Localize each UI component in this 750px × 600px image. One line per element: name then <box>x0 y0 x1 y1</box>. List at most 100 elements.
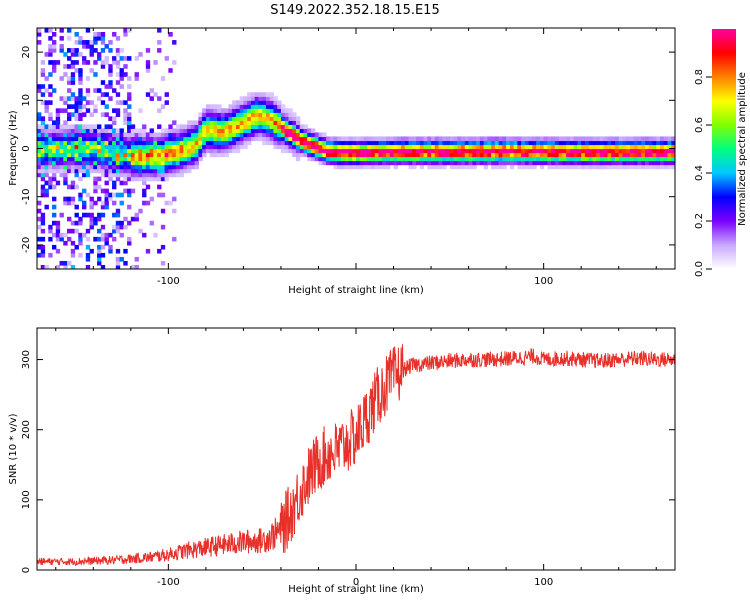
heatmap-cell <box>322 156 327 162</box>
heatmap-cell <box>123 176 128 182</box>
heatmap-cell <box>472 144 477 150</box>
heatmap-cell <box>280 104 286 109</box>
heatmap-cell <box>656 160 661 166</box>
heatmap-cell <box>389 140 395 146</box>
heatmap-cell <box>59 140 64 146</box>
heatmap-cell <box>175 148 181 154</box>
heatmap-cell <box>340 156 346 162</box>
heatmap-cell <box>97 136 102 142</box>
heatmap-cell <box>551 144 556 150</box>
heatmap-cell <box>138 164 143 170</box>
heatmap-cell <box>265 124 271 130</box>
heatmap-cell <box>70 48 76 53</box>
heatmap-cell <box>273 140 278 146</box>
heatmap-cell <box>322 144 327 150</box>
spectrogram-xlabel: Height of straight line (km) <box>288 285 424 296</box>
heatmap-cell <box>112 228 117 234</box>
heatmap-cell <box>641 164 646 170</box>
heatmap-cell <box>37 116 42 121</box>
heatmap-cell <box>119 168 124 174</box>
heatmap-cell <box>393 160 398 166</box>
heatmap-cell <box>209 108 214 113</box>
heatmap-cell <box>194 164 199 170</box>
heatmap-cell <box>228 136 233 142</box>
heatmap-cell <box>254 92 260 97</box>
heatmap-cell <box>63 148 68 154</box>
heatmap-cell <box>115 148 121 154</box>
heatmap-cell <box>202 148 207 154</box>
heatmap-cell <box>63 232 68 238</box>
heatmap-cell <box>40 84 46 89</box>
heatmap-cell <box>367 152 372 158</box>
heatmap-cell <box>205 132 211 138</box>
heatmap-cell <box>82 204 87 210</box>
heatmap-cell <box>584 144 590 150</box>
heatmap-cell <box>626 136 631 142</box>
heatmap-cell <box>367 144 372 150</box>
heatmap-cell <box>202 128 207 134</box>
heatmap-cell <box>521 148 526 154</box>
heatmap-cell <box>243 140 248 146</box>
heatmap-cell <box>138 148 143 154</box>
heatmap-cell <box>235 100 241 105</box>
heatmap-cell <box>284 148 290 154</box>
heatmap-cell <box>48 60 53 65</box>
heatmap-cell <box>502 140 507 146</box>
heatmap-cell <box>160 172 166 178</box>
heatmap-cell <box>318 160 323 166</box>
heatmap-cell <box>554 160 560 166</box>
heatmap-cell <box>205 144 211 150</box>
heatmap-cell <box>85 44 91 49</box>
heatmap-cell <box>149 148 154 154</box>
heatmap-cell <box>239 104 245 109</box>
heatmap-cell <box>502 164 507 170</box>
heatmap-cell <box>611 164 616 170</box>
heatmap-cell <box>59 164 64 170</box>
heatmap-cell <box>461 152 466 158</box>
heatmap-cell <box>532 144 537 150</box>
heatmap-cell <box>307 136 312 142</box>
heatmap-cell <box>205 108 211 113</box>
heatmap-cell <box>123 112 128 117</box>
heatmap-cell <box>325 148 331 154</box>
heatmap-cell <box>483 152 488 158</box>
heatmap-cell <box>596 156 601 162</box>
heatmap-cell <box>562 136 567 142</box>
heatmap-cell <box>254 128 260 134</box>
heatmap-cell <box>194 120 199 125</box>
heatmap-cell <box>40 72 46 77</box>
heatmap-cell <box>258 116 263 121</box>
heatmap-cell <box>108 140 113 146</box>
heatmap-cell <box>82 212 87 218</box>
heatmap-cell <box>213 136 218 142</box>
heatmap-cell <box>457 152 462 158</box>
heatmap-cell <box>55 140 61 146</box>
heatmap-cell <box>104 152 109 158</box>
heatmap-cell <box>145 152 151 158</box>
heatmap-cell <box>70 240 76 246</box>
heatmap-cell <box>52 156 57 162</box>
heatmap-cell <box>134 160 139 166</box>
heatmap-cell <box>479 144 485 150</box>
heatmap-cell <box>85 92 91 97</box>
heatmap-cell <box>408 160 413 166</box>
heatmap-cell <box>63 200 68 206</box>
heatmap-cell <box>269 120 275 125</box>
heatmap-cell <box>573 164 579 170</box>
heatmap-cell <box>614 164 620 170</box>
heatmap-cell <box>127 168 132 174</box>
heatmap-cell <box>153 232 158 238</box>
heatmap-cell <box>577 144 582 150</box>
heatmap-cell <box>127 96 132 101</box>
heatmap-cell <box>202 136 207 142</box>
heatmap-cell <box>59 128 64 134</box>
heatmap-cell <box>142 128 147 134</box>
heatmap-cell <box>386 136 391 142</box>
heatmap-cell <box>431 164 436 170</box>
heatmap-cell <box>89 52 94 57</box>
heatmap-cell <box>442 152 447 158</box>
heatmap-cell <box>667 140 672 146</box>
heatmap-cell <box>104 164 109 170</box>
heatmap-cell <box>97 244 102 250</box>
